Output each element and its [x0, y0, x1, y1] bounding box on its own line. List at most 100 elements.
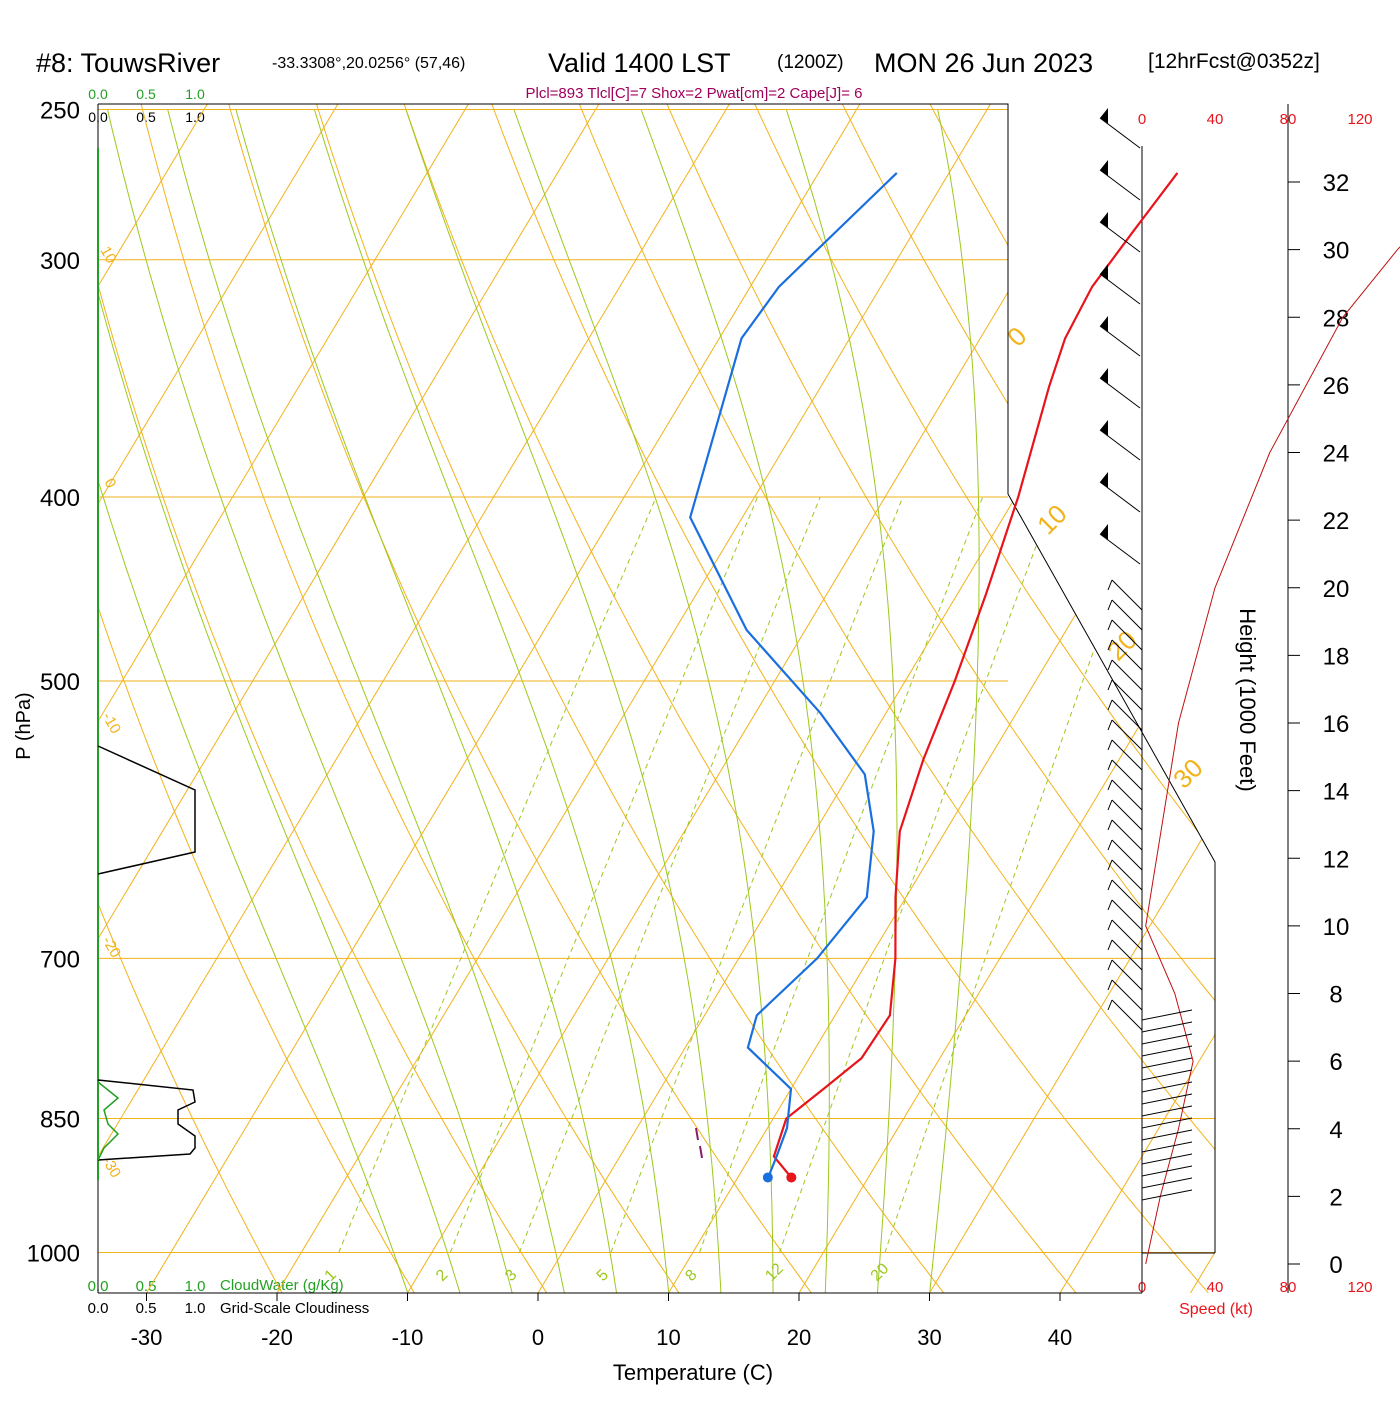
cloudwater-bottom-tick: 1.0 [185, 1278, 206, 1295]
x-tick-label: -30 [131, 1325, 163, 1350]
wind-barb-staff [1112, 1000, 1142, 1030]
isotherm-label: 10 [1031, 499, 1073, 541]
p-tick-label: 250 [40, 97, 80, 124]
wind-barb-tick [1108, 580, 1112, 590]
wind-barb-staff [1142, 1130, 1192, 1140]
wind-barb-staff [1112, 780, 1142, 810]
indices-text: Plcl=893 Tlcl[C]=7 Shox=2 Pwat[cm]=2 Cap… [526, 85, 863, 102]
mixing-ratio-label: 3 [502, 1266, 520, 1284]
x-tick-label: -10 [392, 1325, 424, 1350]
speed-bottom-tick: 40 [1207, 1279, 1224, 1296]
height-tick-label: 4 [1329, 1117, 1342, 1144]
wind-barb-tick [1108, 840, 1112, 850]
temperature-line [774, 173, 1178, 1178]
wind-barb-tick [1108, 800, 1112, 810]
isotherm-label: -30 [99, 1154, 125, 1181]
height-tick-label: 0 [1329, 1252, 1342, 1279]
wind-barb-staff [1142, 1178, 1192, 1188]
cloudiness-top-tick: 1.0 [185, 109, 205, 125]
cloudiness-bottom-tick: 0.5 [136, 1300, 157, 1317]
moist-adiabat [236, 110, 617, 1293]
p-tick-label: 400 [40, 485, 80, 512]
plot-frame-right [98, 104, 1215, 1253]
mixing-ratio-line [519, 497, 820, 1253]
mixing-ratio-label: 2 [433, 1266, 451, 1284]
p-tick-label: 500 [40, 669, 80, 696]
surface-temperature-dot [786, 1172, 796, 1182]
height-tick-label: 18 [1323, 643, 1350, 670]
cloudwater-bottom-tick: 0.5 [136, 1278, 157, 1295]
height-tick-label: 24 [1323, 441, 1350, 468]
wind-barb-tick [1108, 760, 1112, 770]
speed-top-tick: 120 [1347, 111, 1372, 128]
mixing-ratio-line [700, 497, 983, 1253]
x-tick-label: 0 [532, 1325, 544, 1350]
mixing-ratio-label: 20 [868, 1260, 893, 1285]
dry-adiabat [47, 76, 546, 1293]
speed-top-tick: 40 [1207, 111, 1224, 128]
x-tick-label: 20 [787, 1325, 811, 1350]
wind-barb-staff [1112, 820, 1142, 850]
cloudiness-bottom-tick: 1.0 [185, 1300, 206, 1317]
p-tick-label: 850 [40, 1107, 80, 1134]
speed-top-tick: 0 [1138, 111, 1146, 128]
mixing-ratio-line [611, 497, 903, 1253]
x-tick-label: -20 [261, 1325, 293, 1350]
wind-barb-staff [1112, 900, 1142, 930]
dry-adiabat [395, 76, 1076, 1293]
isotherm-line [16, 104, 729, 1293]
wind-barb-staff [1142, 1118, 1192, 1128]
wind-barb-tick [1108, 880, 1112, 890]
wind-barb-staff [1112, 840, 1142, 870]
height-tick-label: 32 [1323, 170, 1350, 197]
isotherm-label: 20 [1101, 625, 1143, 667]
height-tick-label: 30 [1323, 238, 1350, 265]
isotherm-label: 0 [1001, 321, 1032, 352]
isotherm-line [1191, 104, 1400, 1293]
speed-bottom-tick: 120 [1347, 1279, 1372, 1296]
p-tick-label: 300 [40, 248, 80, 275]
cloud-top-scale: 0.0 0.5 1.0 0.0 0.5 1.0 [88, 86, 205, 125]
wind-speed-profile [1146, 182, 1400, 1264]
isotherm-label: 0 [101, 476, 120, 492]
isotherm-label: 10 [97, 244, 120, 267]
dry-adiabat [221, 76, 811, 1293]
wind-barb-staff [1142, 1046, 1192, 1056]
cloudwater-top-tick: 0.0 [88, 86, 108, 102]
wind-barb-tick [1108, 900, 1112, 910]
dry-adiabat [742, 76, 1400, 1293]
mixing-ratio-line [885, 497, 1149, 1253]
mixing-ratio-line [339, 497, 656, 1253]
title-coords: -33.3308°,20.0256° (57,46) [272, 55, 465, 72]
wind-barb-staff [1142, 1190, 1192, 1200]
wind-barb-tick [1108, 860, 1112, 870]
wind-barb-staff [1112, 700, 1142, 730]
wind-barb-tick [1108, 720, 1112, 730]
wind-barb-staff [1112, 660, 1142, 690]
x-axis-label: Temperature (C) [613, 1360, 773, 1385]
title-valid: Valid 1400 LST [548, 48, 731, 78]
isotherm-line [0, 104, 599, 1293]
height-tick-label: 20 [1323, 576, 1350, 603]
dry-adiabat [1349, 76, 1400, 1293]
wind-barb-staff [1112, 980, 1142, 1010]
moist-adiabat [108, 110, 513, 1293]
wind-barb-staff [1142, 1070, 1192, 1080]
wind-barb-staff [1142, 1034, 1192, 1044]
wind-barb-tick [1108, 700, 1112, 710]
cloudwater-profile [98, 1082, 118, 1160]
height-tick-label: 6 [1329, 1049, 1342, 1076]
wind-barb-staff [1142, 1154, 1192, 1164]
height-tick-label: 14 [1323, 779, 1350, 806]
wind-barb-tick [1108, 920, 1112, 930]
dry-adiabat [481, 76, 1208, 1293]
mixing-ratio-label: 12 [762, 1260, 787, 1285]
height-tick-label: 22 [1323, 508, 1350, 535]
height-tick-label: 12 [1323, 846, 1350, 873]
title-forecast: [12hrFcst@0352z] [1148, 50, 1320, 73]
surface-dewpoint-dot [763, 1172, 773, 1182]
wind-barb-staff [1142, 1166, 1192, 1176]
x-tick-label: 40 [1048, 1325, 1072, 1350]
